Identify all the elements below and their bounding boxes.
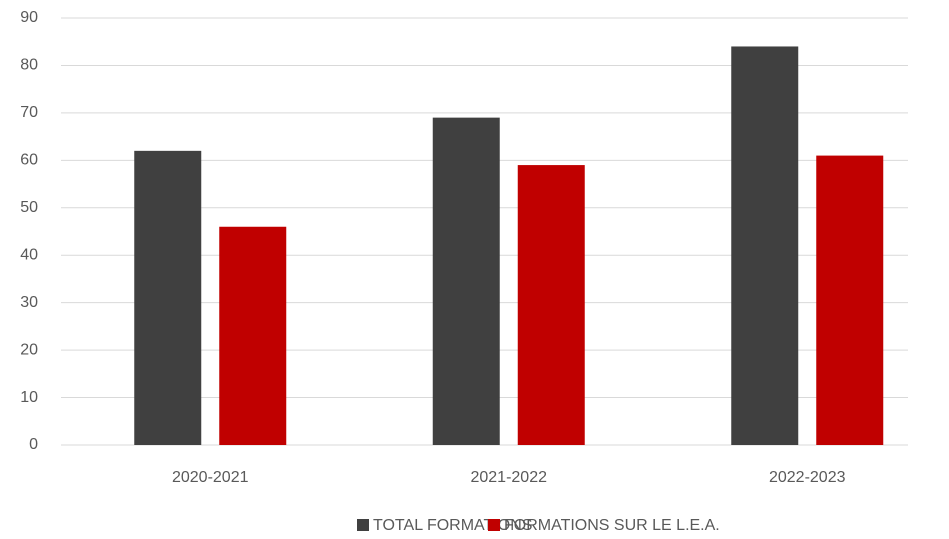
bar [219, 226, 287, 445]
y-tick-label: 30 [20, 294, 38, 311]
bar [731, 46, 799, 445]
y-tick-label: 40 [20, 246, 38, 263]
x-tick-label: 2022-2023 [769, 469, 846, 486]
y-tick-label: 10 [20, 389, 38, 406]
y-tick-label: 20 [20, 341, 38, 358]
y-tick-label: 60 [20, 152, 38, 169]
y-tick-label: 0 [29, 436, 38, 453]
y-tick-label: 70 [20, 104, 38, 121]
bar [134, 150, 202, 445]
x-tick-label: 2021-2022 [470, 469, 547, 486]
y-tick-label: 80 [20, 57, 38, 74]
legend-swatch [357, 519, 369, 531]
y-tick-label: 50 [20, 199, 38, 216]
bar [816, 155, 884, 446]
y-tick-label: 90 [20, 9, 38, 26]
legend-swatch [488, 519, 500, 531]
bar [432, 117, 500, 445]
x-tick-label: 2020-2021 [172, 469, 249, 486]
bar [517, 165, 585, 446]
legend-label: FORMATIONS SUR LE L.E.A. [504, 517, 720, 534]
